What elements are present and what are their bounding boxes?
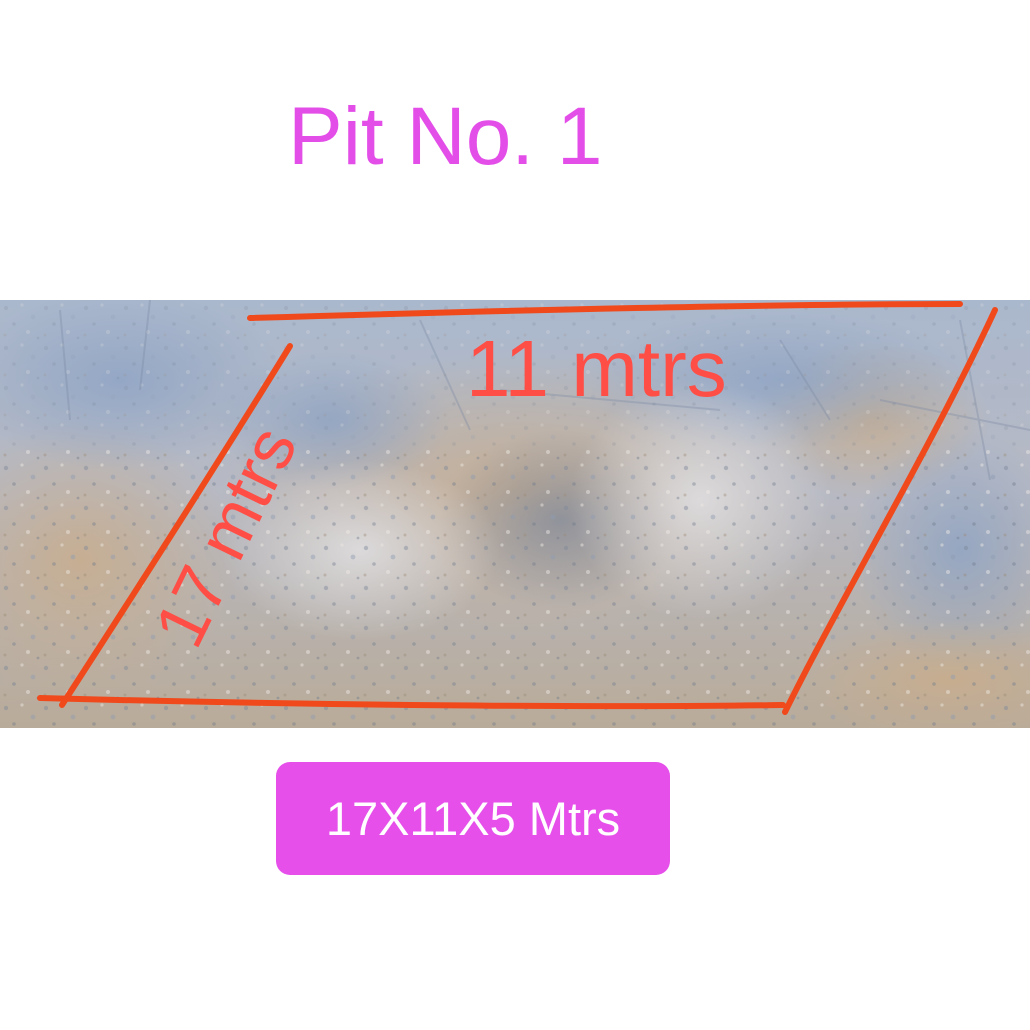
outline-left-edge bbox=[59, 343, 293, 708]
dimensions-badge: 17X11X5 Mtrs bbox=[276, 762, 670, 875]
pit-outline bbox=[37, 301, 998, 715]
outline-top-edge bbox=[247, 301, 963, 321]
pit-title: Pit No. 1 bbox=[288, 91, 603, 182]
outline-bottom-edge bbox=[37, 695, 786, 710]
pit-photo: 11 mtrs 17 mtrs bbox=[0, 300, 1030, 728]
dimensions-text: 17X11X5 Mtrs bbox=[325, 792, 621, 845]
width-label: 11 mtrs bbox=[466, 324, 727, 413]
outline-right-edge bbox=[782, 307, 998, 715]
pit-photo-svg: 11 mtrs 17 mtrs bbox=[0, 300, 1030, 728]
